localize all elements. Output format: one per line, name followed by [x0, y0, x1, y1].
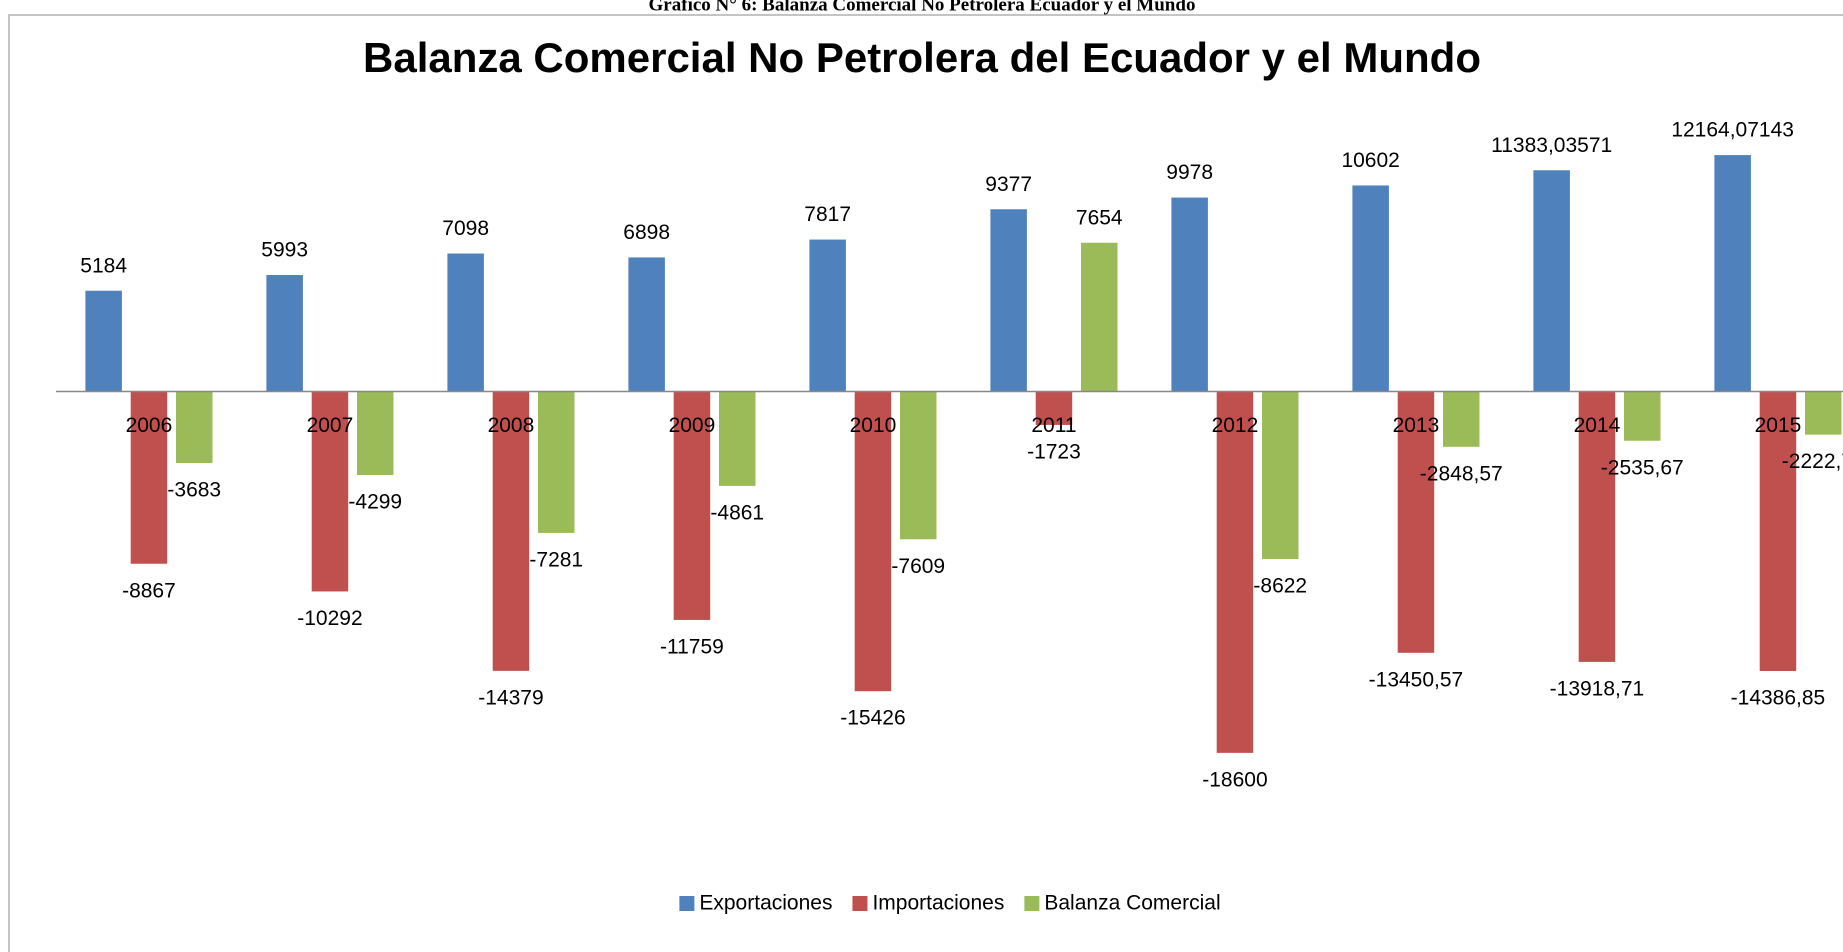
bar [1262, 391, 1299, 559]
bar [492, 391, 530, 671]
bar [673, 391, 711, 620]
x-tick-label: 2008 [488, 414, 535, 437]
bar [854, 391, 892, 692]
data-label: 7098 [442, 217, 489, 240]
data-label: -11759 [660, 635, 724, 658]
data-label: -7609 [891, 555, 945, 578]
x-tick-label: 2009 [669, 414, 716, 437]
bar [1578, 391, 1616, 662]
legend-swatch [1024, 896, 1040, 911]
data-label: 10602 [1341, 149, 1399, 172]
bar [538, 391, 575, 533]
bar [447, 253, 484, 392]
data-label: -14379 [478, 686, 543, 709]
data-label: -1723 [1027, 440, 1081, 463]
bar [1714, 155, 1751, 392]
data-label: -4861 [710, 501, 764, 524]
data-label: 7654 [1076, 206, 1123, 229]
data-label: -14386,85 [1731, 687, 1826, 710]
legend-label: Balanza Comercial [1044, 892, 1220, 915]
data-label: -10292 [297, 607, 362, 630]
legend-swatch [679, 896, 695, 911]
bar [1805, 391, 1842, 435]
data-label: -2848,57 [1420, 462, 1503, 485]
bar [1035, 391, 1073, 425]
bar [1533, 170, 1570, 392]
data-label: 9377 [985, 173, 1032, 196]
data-label: -18600 [1202, 768, 1267, 791]
data-label: 5184 [80, 254, 127, 277]
legend-label: Exportaciones [699, 892, 832, 915]
data-label: -13918,71 [1550, 677, 1645, 700]
bar [1624, 391, 1661, 441]
data-label: -8867 [122, 579, 176, 602]
bar [1397, 391, 1435, 653]
data-label: -8622 [1253, 575, 1307, 598]
bar [311, 391, 349, 592]
x-tick-label: 2010 [850, 414, 897, 437]
data-label: -2535,67 [1601, 456, 1684, 479]
legend-swatch [852, 896, 868, 911]
bar [1081, 242, 1118, 392]
bar [1216, 391, 1254, 753]
x-tick-label: 2012 [1212, 414, 1259, 437]
bar [266, 275, 303, 392]
x-tick-label: 2007 [307, 414, 354, 437]
caption: Gráfico N° 6: Balanza Comercial No Petro… [649, 0, 1196, 15]
bar [85, 290, 122, 392]
bar [809, 239, 846, 392]
data-label: 9978 [1166, 161, 1213, 184]
x-tick-label: 2013 [1393, 414, 1440, 437]
x-tick-label: 2011 [1031, 414, 1076, 437]
bar [900, 391, 937, 540]
data-label: 6898 [623, 221, 670, 244]
data-label: -13450,57 [1369, 668, 1464, 691]
data-label: -3683 [167, 479, 221, 502]
data-label: -4299 [348, 491, 402, 514]
data-label: -7281 [529, 548, 583, 571]
bar [628, 257, 665, 392]
bar [130, 391, 168, 564]
bar [719, 391, 756, 486]
data-label: 7817 [804, 203, 851, 226]
bar [1171, 197, 1208, 392]
bar [1352, 185, 1389, 392]
data-label: 5993 [261, 239, 308, 262]
data-label: 11383,03571 [1491, 134, 1612, 157]
bar [1759, 391, 1797, 672]
data-label: -2222,78 [1782, 450, 1843, 473]
bar [176, 391, 213, 464]
bar [990, 209, 1027, 392]
x-tick-label: 2006 [126, 414, 173, 437]
data-label: -15426 [840, 707, 905, 730]
bar [1443, 391, 1480, 447]
legend-label: Importaciones [872, 892, 1004, 915]
x-tick-label: 2014 [1574, 414, 1621, 437]
bar [357, 391, 394, 475]
x-tick-label: 2015 [1755, 414, 1802, 437]
data-label: 12164,07143 [1671, 119, 1794, 142]
chart-title: Balanza Comercial No Petrolera del Ecuad… [363, 34, 1481, 81]
